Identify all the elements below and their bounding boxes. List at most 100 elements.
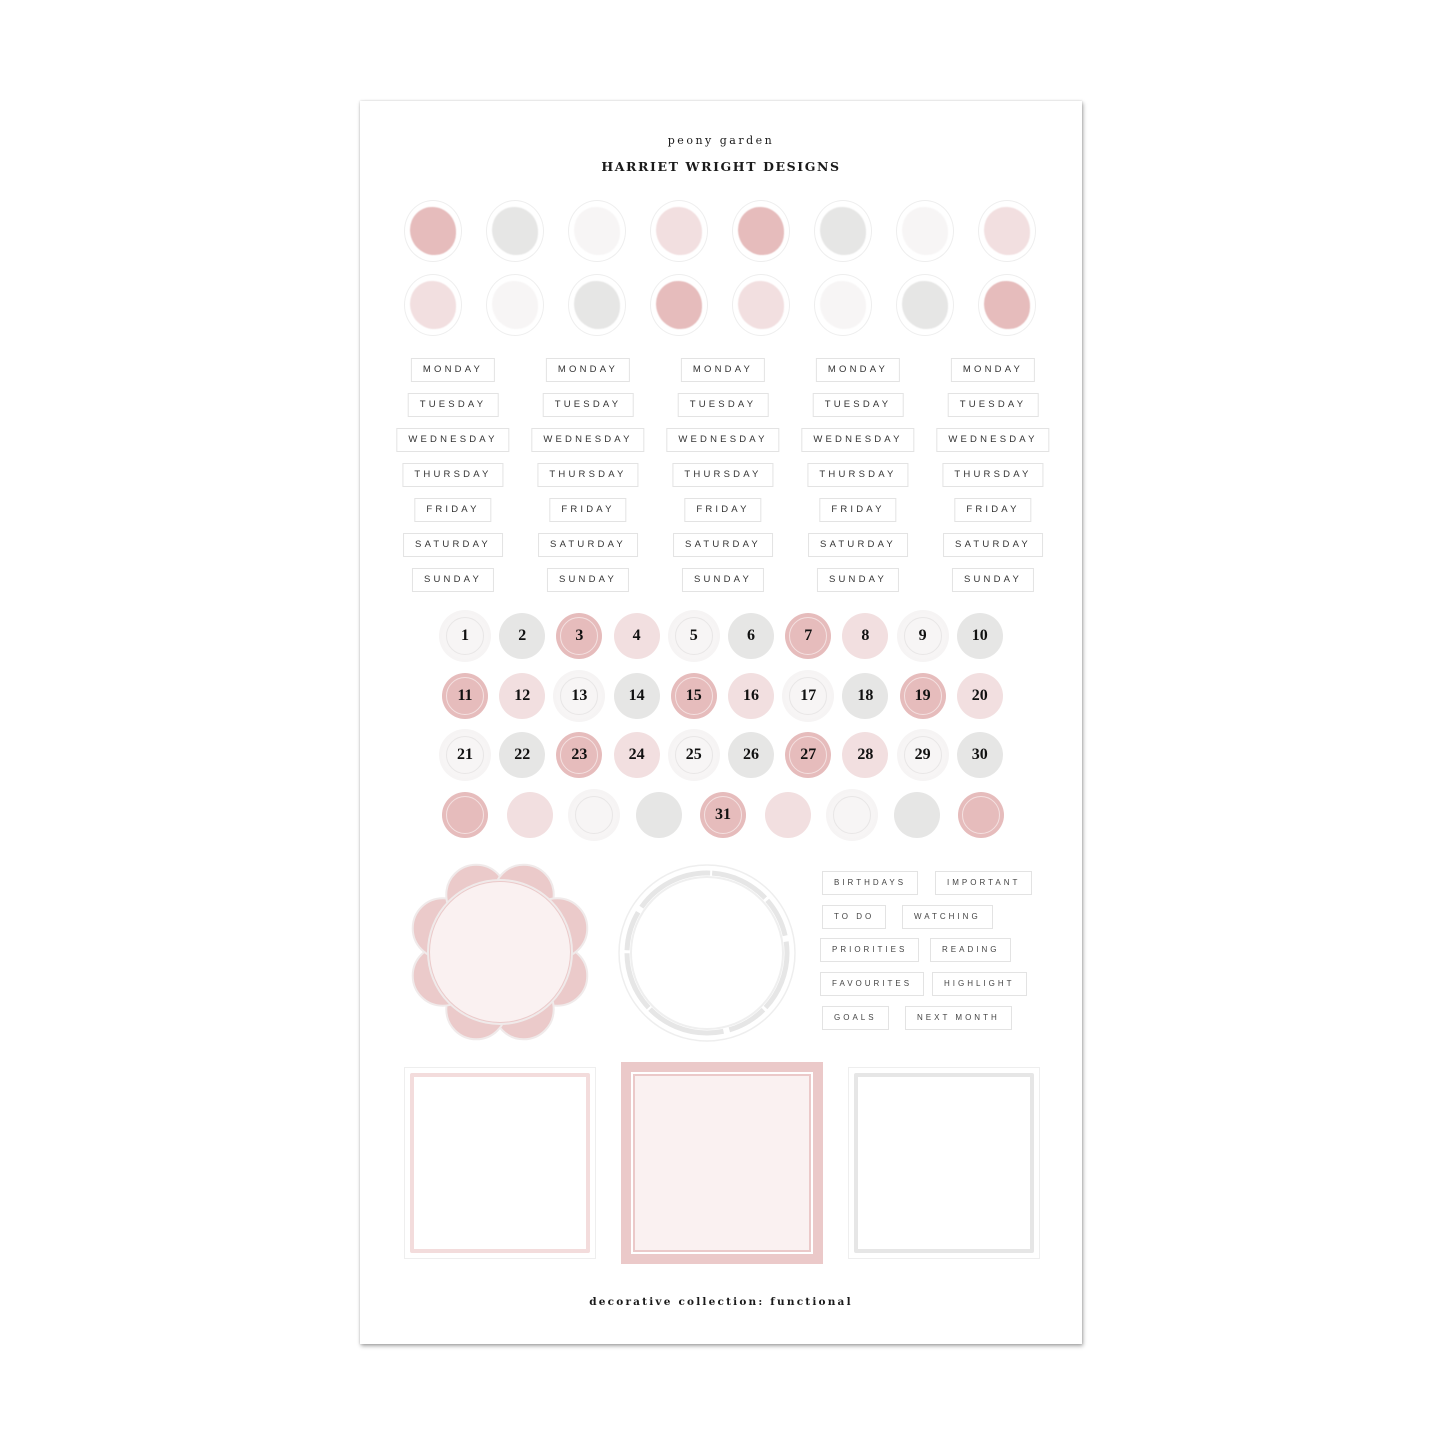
date-circle-sticker [893, 792, 940, 839]
date-circle-sticker: 25 [670, 732, 717, 779]
day-label: FRIDAY [684, 498, 762, 522]
day-label: MONDAY [410, 358, 496, 382]
paint-swatch-sticker [978, 274, 1036, 336]
date-number: 22 [514, 746, 531, 764]
day-label: WEDNESDAY [666, 428, 780, 452]
day-label: WEDNESDAY [396, 428, 510, 452]
date-number: 29 [914, 746, 931, 764]
date-number: 13 [571, 686, 588, 704]
date-circle-sticker: 9 [899, 613, 946, 659]
date-number: 30 [971, 746, 988, 764]
paint-swatch-sticker [732, 274, 790, 336]
function-label: GOALS [822, 1005, 889, 1030]
date-circle-sticker: 17 [785, 672, 832, 719]
date-circle-sticker [635, 792, 682, 839]
paint-swatch-sticker [486, 274, 544, 336]
paint-swatch-sticker [896, 200, 954, 262]
day-label: FRIDAY [414, 498, 492, 522]
date-number: 1 [461, 627, 469, 644]
date-circle-sticker: 31 [700, 792, 746, 839]
paint-swatch-sticker [568, 200, 626, 262]
day-label: SUNDAY [951, 568, 1035, 592]
paint-swatch-sticker [650, 200, 708, 262]
day-label: TUESDAY [947, 393, 1039, 417]
date-number: 2 [518, 627, 527, 644]
day-label: SATURDAY [538, 533, 638, 557]
day-label: THURSDAY [807, 463, 909, 487]
date-circle-sticker: 4 [613, 613, 660, 659]
collection-footer: decorative collection: functional [589, 1296, 853, 1308]
date-circle-sticker: 13 [556, 672, 603, 719]
date-circle-sticker [506, 792, 553, 839]
date-circle-sticker: 24 [613, 732, 660, 779]
date-number: 6 [747, 627, 755, 644]
date-number: 18 [857, 686, 874, 704]
date-circle-sticker: 12 [499, 672, 546, 719]
day-label: SATURDAY [403, 533, 503, 557]
date-number: 27 [800, 746, 817, 764]
date-number: 3 [575, 627, 584, 644]
date-circle-sticker: 28 [842, 732, 889, 779]
day-label: FRIDAY [819, 498, 897, 522]
circle-frame-sticker [618, 864, 796, 1042]
date-number: 17 [800, 686, 817, 704]
date-circle-sticker: 30 [956, 732, 1003, 779]
date-circle-sticker: 2 [499, 613, 546, 659]
collection-subtitle: peony garden [667, 134, 775, 147]
paint-swatch-sticker [486, 200, 544, 262]
date-number: 21 [457, 746, 473, 764]
date-number: 23 [571, 746, 588, 764]
date-number: 7 [804, 627, 813, 644]
function-label: NEXT MONTH [905, 1005, 1012, 1030]
pink-brush-frame-sticker [404, 1067, 596, 1259]
date-circle-sticker: 29 [899, 732, 946, 779]
function-label: READING [930, 938, 1012, 963]
paint-swatch-sticker [896, 274, 954, 336]
date-circle-sticker: 22 [499, 732, 546, 779]
gray-brush-frame-sticker [848, 1067, 1040, 1259]
function-label: BIRTHDAYS [822, 871, 919, 895]
day-label: TUESDAY [812, 393, 904, 417]
date-number: 4 [632, 627, 641, 644]
paint-swatch-sticker [978, 200, 1036, 262]
day-label: SUNDAY [411, 568, 495, 592]
paint-swatch-sticker [732, 200, 790, 262]
date-number: 16 [743, 686, 759, 704]
date-circle-sticker: 26 [728, 732, 774, 779]
date-circle-sticker: 11 [442, 672, 488, 719]
day-label: THURSDAY [672, 463, 774, 487]
day-label: MONDAY [950, 358, 1036, 382]
date-circle-sticker: 1 [442, 613, 488, 659]
function-label: IMPORTANT [935, 871, 1033, 895]
date-circle-sticker [571, 792, 617, 839]
day-label: SUNDAY [681, 568, 765, 592]
date-circle-sticker: 21 [442, 732, 488, 779]
date-circle-sticker: 10 [956, 613, 1003, 659]
day-label: FRIDAY [954, 498, 1032, 522]
date-number: 28 [857, 746, 874, 764]
date-number: 9 [918, 627, 927, 644]
day-label: THURSDAY [537, 463, 639, 487]
day-label: MONDAY [545, 358, 631, 382]
day-label: WEDNESDAY [531, 428, 645, 452]
date-number: 20 [971, 686, 988, 704]
date-circle-sticker [958, 792, 1004, 839]
date-circle-sticker: 3 [556, 613, 603, 659]
function-label: PRIORITIES [820, 938, 920, 963]
date-circle-sticker [764, 792, 811, 839]
date-circle-sticker [442, 792, 488, 839]
day-label: SUNDAY [816, 568, 900, 592]
day-label: SATURDAY [943, 533, 1043, 557]
day-label: TUESDAY [677, 393, 769, 417]
scalloped-flower-sticker [411, 863, 589, 1041]
day-label: MONDAY [680, 358, 766, 382]
date-number: 10 [971, 627, 988, 644]
day-label: TUESDAY [407, 393, 499, 417]
date-number: 8 [861, 627, 870, 644]
brand-title: HARRIET WRIGHT DESIGNS [601, 159, 841, 174]
date-circle-sticker: 5 [670, 613, 717, 659]
day-label: THURSDAY [402, 463, 504, 487]
date-number: 19 [914, 686, 931, 704]
date-circle-sticker: 6 [728, 613, 774, 659]
paint-swatch-sticker [814, 274, 872, 336]
